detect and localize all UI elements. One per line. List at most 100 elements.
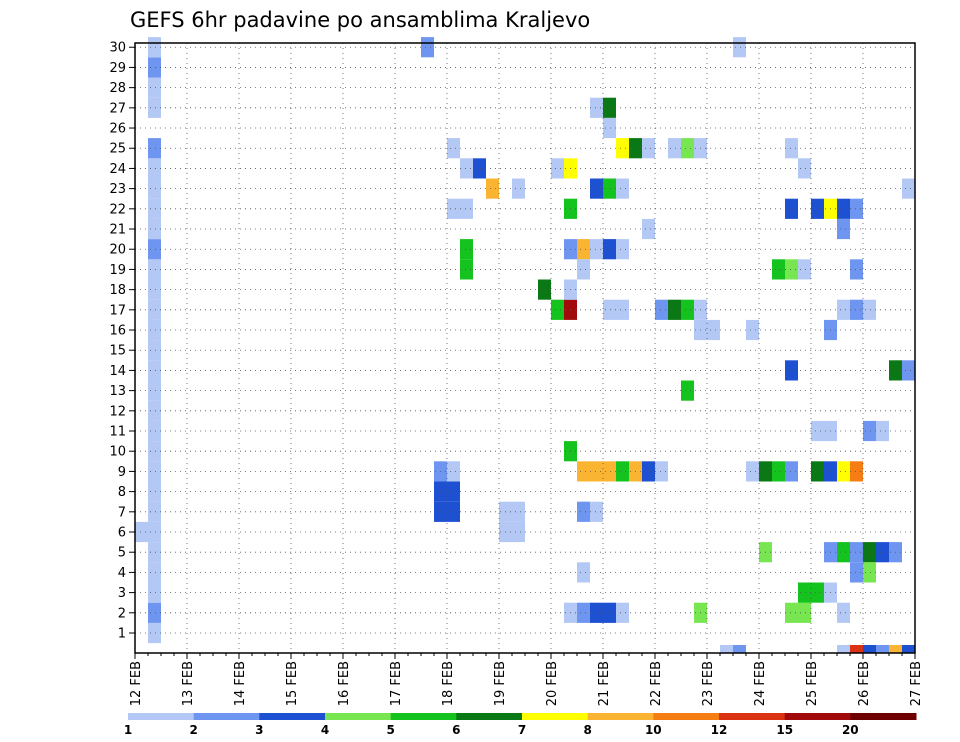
precip-cell — [850, 461, 863, 482]
precip-cell — [785, 138, 798, 159]
precip-cell — [148, 37, 161, 58]
legend-swatch — [259, 713, 326, 720]
y-tick-label: 16 — [109, 324, 126, 339]
precip-cell — [889, 645, 902, 653]
precip-cell — [798, 158, 811, 179]
precip-cell — [850, 198, 863, 219]
precip-cell — [551, 158, 564, 179]
precip-cell — [850, 299, 863, 320]
y-tick-label: 10 — [109, 445, 126, 460]
precip-cell — [902, 178, 915, 199]
legend-swatch — [719, 713, 786, 720]
y-tick-label: 22 — [109, 202, 126, 217]
precip-cell — [603, 461, 616, 482]
precip-cell — [447, 481, 460, 502]
legend-label: 7 — [518, 723, 526, 737]
precip-cell — [590, 178, 603, 199]
color-legend: 1 2 3 4 5 6 7 8 10 12 15 20 — [124, 713, 917, 737]
precip-cell — [577, 461, 590, 482]
precip-cell — [148, 521, 161, 543]
precip-cell — [460, 259, 473, 280]
precip-cell — [746, 461, 759, 482]
precip-cell — [863, 645, 876, 653]
precip-cell — [837, 645, 850, 653]
precip-cell — [642, 461, 655, 482]
y-tick-label: 18 — [109, 283, 126, 298]
legend-swatch — [128, 713, 195, 720]
x-tick-label: 16 FEB — [337, 661, 352, 706]
precip-cell — [811, 420, 824, 442]
precip-cell — [837, 218, 850, 240]
precip-cell — [486, 178, 499, 199]
y-tick-label: 5 — [118, 546, 126, 561]
precip-cell — [863, 299, 876, 320]
precip-cell — [577, 501, 590, 522]
legend-label: 6 — [452, 723, 460, 737]
precip-cell — [577, 562, 590, 583]
x-tick-label: 25 FEB — [805, 661, 820, 706]
y-axis-ticks: 1234567891011121314151617181920212223242… — [109, 41, 135, 642]
precip-cell — [148, 57, 161, 78]
legend-label: 20 — [842, 723, 859, 737]
precip-cell — [135, 521, 148, 543]
legend-label: 3 — [255, 723, 263, 737]
precip-cell — [148, 441, 161, 462]
y-tick-label: 29 — [109, 61, 126, 76]
precip-cell — [603, 299, 616, 320]
plot-frame — [134, 42, 916, 654]
x-tick-label: 27 FEB — [909, 661, 924, 706]
precip-cell — [863, 562, 876, 583]
chart-title: GEFS 6hr padavine po ansamblima Kraljevo — [130, 8, 590, 32]
precip-cell — [148, 542, 161, 563]
precip-cell — [512, 501, 525, 522]
precip-cell — [863, 542, 876, 563]
precip-cell — [642, 218, 655, 240]
precip-cell — [148, 420, 161, 442]
precip-cell — [577, 239, 590, 260]
y-tick-label: 3 — [118, 586, 126, 601]
legend-swatch — [784, 713, 851, 720]
precip-cell — [655, 461, 668, 482]
precip-cell — [148, 481, 161, 502]
precip-cell — [148, 622, 161, 644]
precip-cell — [460, 198, 473, 219]
y-tick-label: 17 — [109, 303, 126, 318]
precip-cell — [863, 420, 876, 442]
grid-lines — [134, 43, 916, 653]
x-tick-label: 18 FEB — [441, 661, 456, 706]
precip-cell — [551, 299, 564, 320]
precip-cell — [811, 461, 824, 482]
precip-cell — [876, 542, 889, 563]
y-tick-label: 8 — [118, 485, 126, 500]
legend-label: 1 — [124, 723, 132, 737]
y-tick-label: 26 — [109, 122, 126, 137]
x-tick-label: 26 FEB — [857, 661, 872, 706]
precip-cell — [837, 542, 850, 563]
precip-cell — [772, 461, 785, 482]
precip-cell — [902, 645, 915, 653]
precip-cell — [148, 380, 161, 401]
precip-cell — [811, 582, 824, 603]
precip-cell — [512, 521, 525, 543]
y-tick-label: 27 — [109, 101, 126, 116]
legend-swatch — [653, 713, 720, 720]
precip-cell — [850, 562, 863, 583]
precipitation-cells — [135, 37, 915, 653]
precip-cell — [148, 400, 161, 421]
precip-cell — [876, 645, 889, 653]
y-tick-label: 11 — [109, 425, 126, 440]
precip-cell — [668, 299, 681, 320]
precip-cell — [603, 602, 616, 623]
precip-cell — [447, 461, 460, 482]
precip-cell — [148, 319, 161, 341]
y-tick-label: 9 — [118, 465, 126, 480]
y-tick-label: 30 — [109, 41, 126, 56]
x-tick-label: 15 FEB — [285, 661, 300, 706]
precip-cell — [850, 542, 863, 563]
legend-label: 10 — [645, 723, 662, 737]
precip-cell — [681, 380, 694, 401]
precip-cell — [148, 582, 161, 603]
x-tick-label: 22 FEB — [649, 661, 664, 706]
precip-cell — [148, 239, 161, 260]
precip-cell — [733, 645, 746, 653]
